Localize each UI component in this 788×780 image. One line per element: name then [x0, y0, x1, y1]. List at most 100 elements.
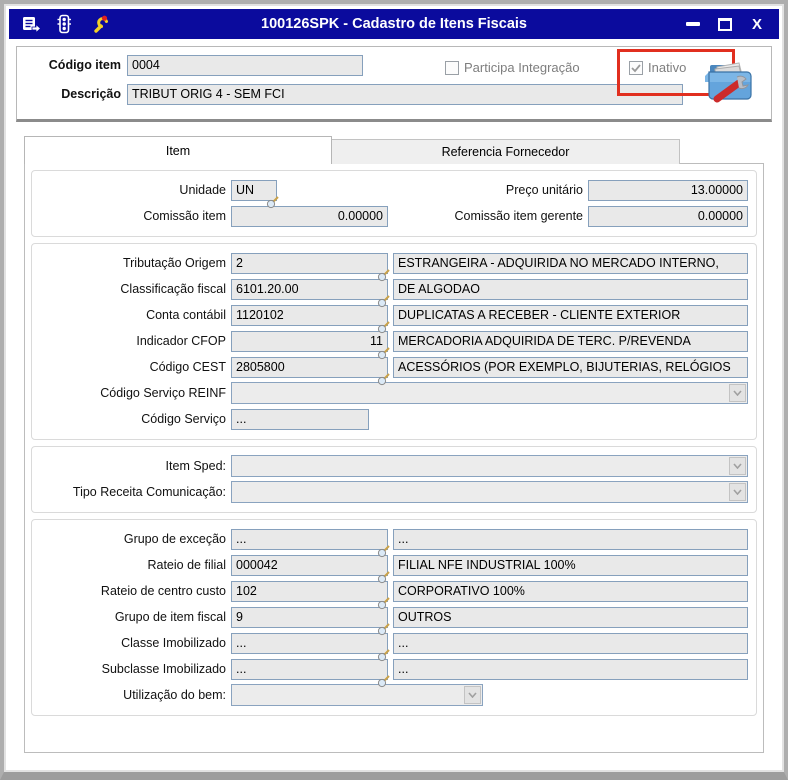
traffic-light-icon[interactable] [53, 13, 75, 35]
comissao-gerente-field[interactable]: 0.00000 [588, 205, 748, 227]
inativo-checkbox-group: Inativo [629, 60, 686, 75]
preco-unitario-label: Preço unitário [505, 183, 583, 197]
lookup-magnifier-icon[interactable] [377, 268, 390, 282]
classe-imobilizado-code-field[interactable]: ... [231, 632, 388, 654]
inativo-label: Inativo [648, 60, 687, 75]
lookup-magnifier-icon[interactable] [266, 195, 279, 209]
lookup-magnifier-icon[interactable] [377, 570, 390, 584]
indicador-cfop-code-field[interactable]: 11 [231, 330, 388, 352]
codigo-servico-label: Código Serviço [141, 412, 226, 426]
window-title: 100126SPK - Cadastro de Itens Fiscais [261, 16, 527, 32]
indicador-cfop-desc-field[interactable]: MERCADORIA ADQUIRIDA DE TERC. P/REVENDA [393, 330, 748, 352]
codigo-servico-reinf-combo[interactable] [231, 382, 748, 404]
lookup-magnifier-icon[interactable] [377, 320, 390, 334]
tabstrip: Item Referencia Fornecedor [24, 136, 764, 164]
tab-referencia-fornecedor[interactable]: Referencia Fornecedor [332, 139, 680, 164]
grupo-item-fiscal-row: Grupo de item fiscal 9 OUTROS [34, 606, 748, 635]
rateio-filial-code-field[interactable]: 000042 [231, 554, 388, 576]
subclasse-imobilizado-label: Subclasse Imobilizado [101, 662, 226, 676]
participa-integracao-label: Participa Integração [464, 60, 580, 75]
lookup-magnifier-icon[interactable] [377, 544, 390, 558]
lookup-magnifier-icon[interactable] [377, 622, 390, 636]
chevron-down-icon[interactable] [729, 457, 746, 475]
chevron-down-icon[interactable] [729, 483, 746, 501]
item-sped-combo[interactable] [231, 455, 748, 477]
descricao-label: Descrição [61, 87, 121, 101]
preco-unitario-field[interactable]: 13.00000 [588, 179, 748, 201]
classificacao-fiscal-label: Classificação fiscal [120, 282, 226, 296]
wrench-icon[interactable] [91, 13, 113, 35]
codigo-cest-desc-field[interactable]: ACESSÓRIOS (POR EXEMPLO, BIJUTERIAS, REL… [393, 356, 748, 378]
descricao-field[interactable]: TRIBUT ORIG 4 - SEM FCI [127, 83, 683, 105]
window-controls: X [685, 17, 765, 32]
subclasse-imobilizado-code-field[interactable]: ... [231, 658, 388, 680]
maximize-button[interactable] [717, 17, 733, 31]
item-sped-row: Item Sped: [34, 455, 748, 477]
maximize-icon [718, 17, 732, 31]
tributacao-origem-code-field[interactable]: 2 [231, 252, 388, 274]
inativo-checkbox[interactable] [629, 60, 643, 75]
close-button[interactable]: X [749, 17, 765, 32]
codigo-cest-label: Código CEST [149, 360, 226, 374]
comissao-row: Comissão item 0.00000 Comissão item gere… [34, 205, 748, 227]
indicador-cfop-label: Indicador CFOP [136, 334, 226, 348]
minimize-button[interactable] [685, 17, 701, 31]
utilizacao-bem-label: Utilização do bem: [123, 688, 226, 702]
unidade-label: Unidade [179, 183, 226, 197]
indicador-cfop-row: Indicador CFOP 11 MERCADORIA ADQUIRIDA D… [34, 330, 748, 359]
codigo-servico-field[interactable]: ... [231, 408, 369, 430]
tab-item[interactable]: Item [24, 136, 332, 164]
item-sped-label: Item Sped: [165, 459, 226, 473]
group-rateio: Grupo de exceção ... ... Rateio de filia… [31, 519, 757, 716]
grupo-excecao-code-field[interactable]: ... [231, 528, 388, 550]
grupo-item-fiscal-desc-field[interactable]: OUTROS [393, 606, 748, 628]
header-panel: Código item 0004 Descrição TRIBUT ORIG 4… [16, 46, 772, 122]
group-sped: Item Sped: Tipo Receita Comunicação: [31, 446, 757, 513]
comissao-item-field[interactable]: 0.00000 [231, 205, 388, 227]
rateio-centro-custo-row: Rateio de centro custo 102 CORPORATIVO 1… [34, 580, 748, 609]
subclasse-imobilizado-desc-field[interactable]: ... [393, 658, 748, 680]
utilizacao-bem-combo[interactable] [231, 684, 483, 706]
conta-contabil-label: Conta contábil [146, 308, 226, 322]
unidade-field[interactable]: UN [231, 179, 277, 201]
rateio-centro-custo-label: Rateio de centro custo [100, 584, 226, 598]
tipo-receita-combo[interactable] [231, 481, 748, 503]
lookup-magnifier-icon[interactable] [377, 648, 390, 662]
lookup-magnifier-icon[interactable] [377, 596, 390, 610]
folder-wrench-icon[interactable] [701, 55, 757, 111]
lookup-magnifier-icon[interactable] [377, 346, 390, 360]
group-general: Unidade UN Preço unitário 13.00000 Comis… [31, 170, 757, 237]
classificacao-fiscal-desc-field[interactable]: DE ALGODAO [393, 278, 748, 300]
rateio-filial-label: Rateio de filial [147, 558, 226, 572]
participa-integracao-checkbox[interactable] [445, 60, 459, 75]
rateio-centro-custo-desc-field[interactable]: CORPORATIVO 100% [393, 580, 748, 602]
classificacao-fiscal-row: Classificação fiscal 6101.20.00 DE ALGOD… [34, 278, 748, 307]
conta-contabil-desc-field[interactable]: DUPLICATAS A RECEBER - CLIENTE EXTERIOR [393, 304, 748, 326]
rateio-centro-custo-code-field[interactable]: 102 [231, 580, 388, 602]
exit-form-icon[interactable] [20, 13, 42, 35]
grupo-item-fiscal-code-field[interactable]: 9 [231, 606, 388, 628]
codigo-cest-code-field[interactable]: 2805800 [231, 356, 388, 378]
lookup-magnifier-icon[interactable] [377, 294, 390, 308]
unidade-row: Unidade UN Preço unitário 13.00000 [34, 179, 748, 208]
descricao-row: Descrição TRIBUT ORIG 4 - SEM FCI [17, 83, 771, 105]
grupo-item-fiscal-label: Grupo de item fiscal [114, 610, 226, 624]
rateio-filial-desc-field[interactable]: FILIAL NFE INDUSTRIAL 100% [393, 554, 748, 576]
classificacao-fiscal-code-field[interactable]: 6101.20.00 [231, 278, 388, 300]
lookup-magnifier-icon[interactable] [377, 372, 390, 386]
utilizacao-bem-row: Utilização do bem: [34, 684, 748, 706]
chevron-down-icon[interactable] [464, 686, 481, 704]
tributacao-origem-desc-field[interactable]: ESTRANGEIRA - ADQUIRIDA NO MERCADO INTER… [393, 252, 748, 274]
conta-contabil-code-field[interactable]: 1120102 [231, 304, 388, 326]
classe-imobilizado-desc-field[interactable]: ... [393, 632, 748, 654]
lookup-magnifier-icon[interactable] [377, 674, 390, 688]
chevron-down-icon[interactable] [729, 384, 746, 402]
codigo-servico-reinf-label: Código Serviço REINF [100, 386, 226, 400]
codigo-item-field[interactable]: 0004 [127, 54, 363, 76]
tipo-receita-label: Tipo Receita Comunicação: [72, 485, 226, 499]
codigo-servico-row: Código Serviço ... [34, 408, 748, 430]
grupo-excecao-desc-field[interactable]: ... [393, 528, 748, 550]
comissao-gerente-label: Comissão item gerente [454, 209, 583, 223]
participa-integracao-checkbox-group: Participa Integração [445, 60, 580, 75]
comissao-item-label: Comissão item [143, 209, 226, 223]
